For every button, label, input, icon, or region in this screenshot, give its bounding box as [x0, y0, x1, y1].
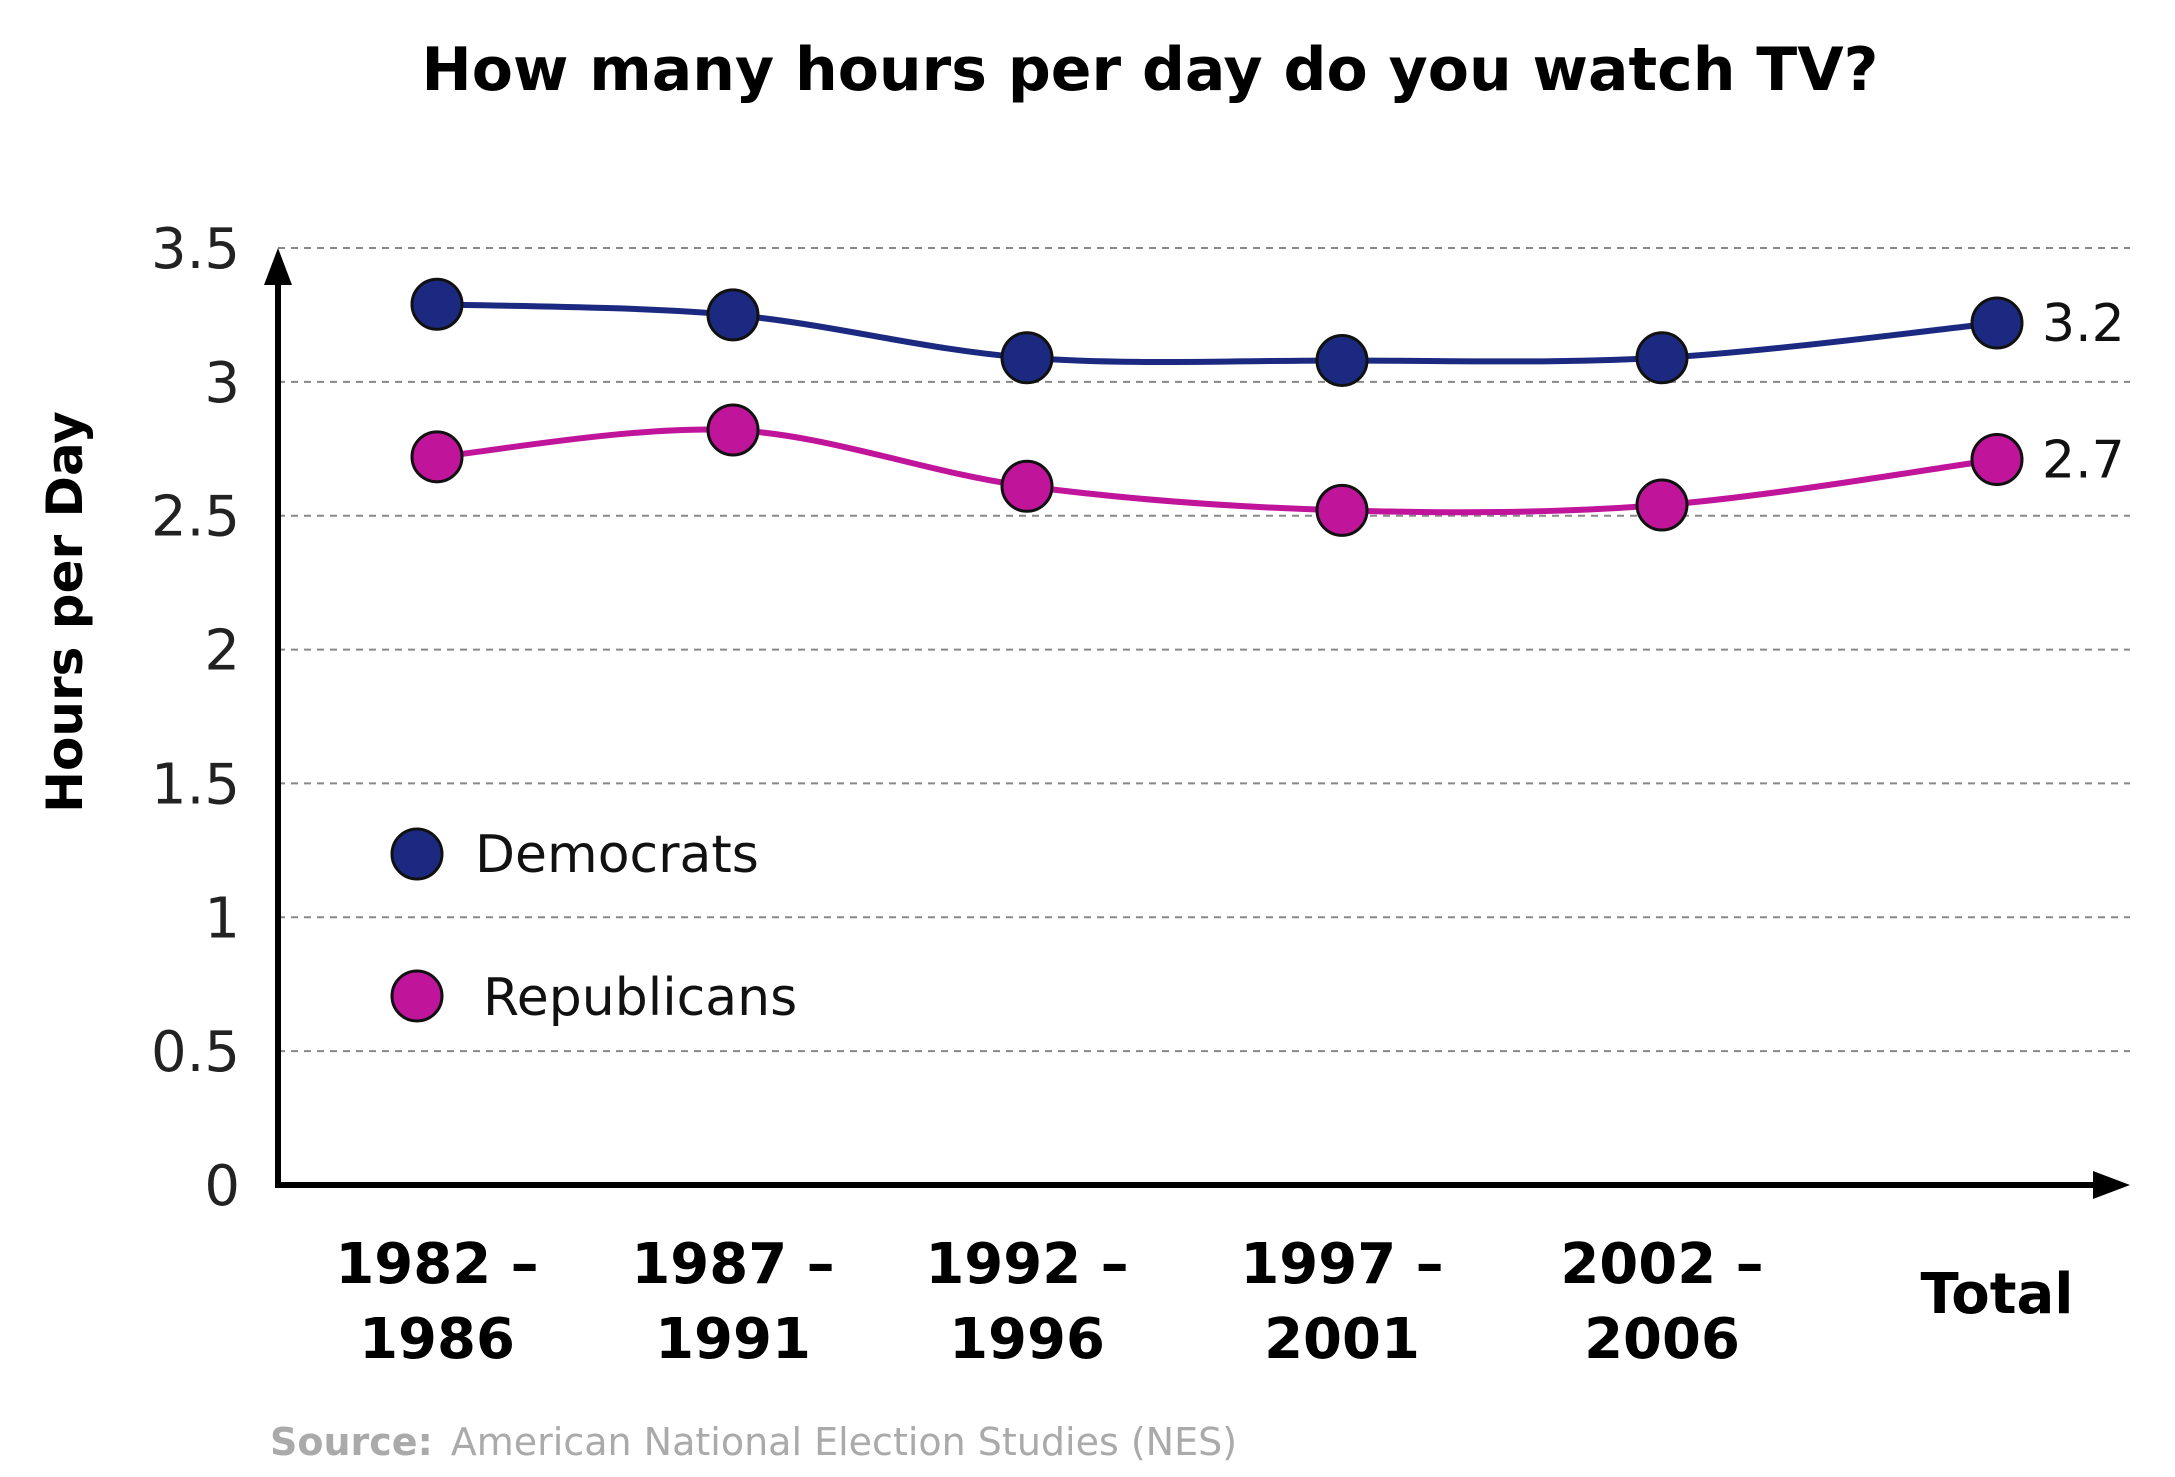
legend-label-democrats: Democrats	[475, 825, 759, 885]
y-axis-arrow	[264, 248, 292, 285]
data-point-democrats	[1000, 331, 1054, 385]
data-point-republicans	[706, 403, 760, 457]
x-tick-label: 1991	[655, 1307, 811, 1372]
y-axis-label: Hours per Day	[36, 411, 94, 813]
end-labels: 3.2 2.7	[2042, 294, 2125, 491]
legend-label-republicans: Republicans	[483, 968, 797, 1028]
x-axis-arrow	[2093, 1171, 2130, 1199]
legend: Democrats Republicans	[390, 825, 797, 1028]
x-tick-labels: 1982 – 1986 1987 – 1991 1992 – 1996 1997 – 2001…	[335, 1232, 2073, 1372]
x-tick-label: 2006	[1584, 1307, 1740, 1372]
grid-lines	[278, 247, 2130, 1053]
legend-marker-republicans	[390, 969, 444, 1023]
source-key: Source:	[270, 1420, 433, 1464]
data-point-democrats	[706, 288, 760, 342]
y-tick-label: 0	[204, 1154, 240, 1219]
data-point-democrats	[410, 277, 464, 331]
series-lines	[436, 301, 1998, 516]
series-line-democrats	[436, 301, 1998, 366]
data-point-democrats	[1635, 331, 1689, 385]
legend-marker-democrats	[390, 827, 444, 881]
y-tick-label: 3.5	[151, 217, 240, 282]
data-point-democrats	[1315, 333, 1369, 387]
data-point-republicans	[410, 430, 464, 484]
x-tick-label: 2001	[1264, 1307, 1420, 1372]
y-tick-label: 2	[204, 619, 240, 684]
data-point-republicans	[1315, 483, 1369, 537]
x-tick-label: 1987 –	[631, 1232, 834, 1297]
x-tick-label: 1992 –	[925, 1232, 1128, 1297]
x-tick-label: 1982 –	[335, 1232, 538, 1297]
chart-title: How many hours per day do you watch TV?	[422, 35, 1879, 105]
series-line-republicans	[436, 426, 1998, 516]
y-tick-label: 3	[204, 351, 240, 416]
x-tick-label: 1986	[359, 1307, 515, 1372]
source-value: American National Election Studies (NES)	[451, 1420, 1237, 1464]
series-points	[410, 277, 2024, 537]
y-tick-label: 1.5	[151, 752, 240, 817]
source-note: Source: American National Election Studi…	[270, 1420, 1237, 1464]
y-tick-label: 1	[204, 886, 240, 951]
x-tick-label: Total	[1921, 1262, 2074, 1327]
x-tick-label: 1997 –	[1240, 1232, 1443, 1297]
data-point-democrats	[1970, 296, 2024, 350]
end-label-democrats: 3.2	[2042, 294, 2125, 354]
y-tick-label: 0.5	[151, 1020, 240, 1085]
data-point-republicans	[1970, 432, 2024, 486]
end-label-republicans: 2.7	[2042, 430, 2125, 490]
y-tick-label: 2.5	[151, 485, 240, 550]
y-tick-labels: 0 0.5 1 1.5 2 2.5 3 3.5	[151, 217, 240, 1219]
x-tick-label: 1996	[949, 1307, 1105, 1372]
data-point-republicans	[1635, 478, 1689, 532]
data-point-republicans	[1000, 459, 1054, 513]
x-tick-label: 2002 –	[1560, 1232, 1763, 1297]
axes	[264, 248, 2130, 1199]
